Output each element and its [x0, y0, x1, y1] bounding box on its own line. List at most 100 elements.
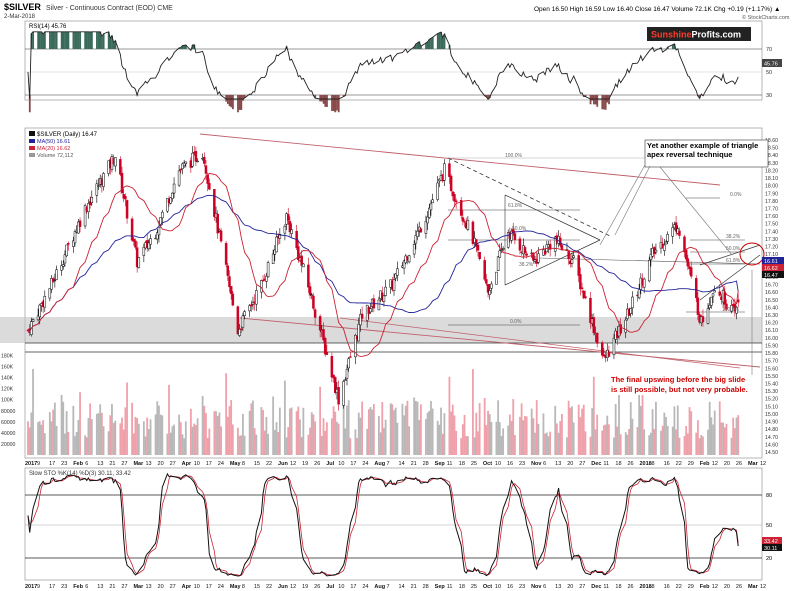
- time-axis-bottom: 2017 9 17 23 Feb 6 13 21 27 Mar 13 20 27 Apr 10 17 24 May…: [25, 584, 766, 590]
- volume-bar: [723, 427, 726, 455]
- time-axis-label: Feb: [700, 461, 710, 467]
- volume-bar: [697, 420, 699, 455]
- volume-bar: [606, 415, 609, 455]
- candle-body: [60, 265, 63, 271]
- time-axis-label: 17: [49, 461, 55, 467]
- stoch-k-tag: 30.11: [764, 546, 777, 552]
- candle-body: [90, 196, 94, 203]
- volume-bar: [231, 424, 234, 455]
- ma20-tag: 16.62: [764, 266, 778, 272]
- candle-body: [345, 368, 349, 379]
- time-axis-label: 10: [194, 461, 200, 467]
- price-tick: 14.90: [765, 420, 778, 426]
- time-axis-label: 20: [567, 584, 573, 590]
- candle-body: [38, 304, 42, 318]
- volume-bar: [660, 430, 662, 455]
- rsi-oversold-fill: [584, 95, 587, 97]
- volume-bar: [419, 404, 422, 455]
- candle-body: [663, 244, 666, 251]
- candle-body: [224, 243, 228, 265]
- rsi-overbought-fill: [114, 40, 117, 49]
- volume-bar: [500, 435, 503, 455]
- symbol-label: $SILVER: [4, 2, 41, 12]
- volume-bar: [418, 420, 421, 455]
- time-axis-label: 2018: [640, 461, 652, 467]
- triangle-lower: [504, 239, 601, 286]
- volume-bar: [463, 414, 466, 455]
- time-axis-label: Aug: [374, 461, 385, 467]
- rsi-oversold-fill: [608, 95, 610, 105]
- candle-body: [206, 174, 209, 184]
- candle-body: [589, 297, 592, 324]
- fib-label: 38.2%: [726, 234, 741, 240]
- candle-body: [488, 290, 491, 295]
- rsi-oversold-fill: [336, 95, 338, 111]
- volume-bar: [90, 419, 93, 455]
- candle-body: [322, 329, 325, 341]
- volume-bar: [126, 382, 128, 455]
- candle-body: [97, 185, 100, 187]
- candle-body: [50, 278, 53, 290]
- volume-bar: [678, 437, 681, 455]
- volume-bar: [561, 413, 563, 455]
- candle-body: [307, 264, 310, 288]
- candle-body: [330, 356, 334, 378]
- candle-body: [523, 247, 527, 253]
- candle-body: [453, 194, 456, 202]
- time-axis-label: 26: [627, 461, 633, 467]
- time-axis-label: 11: [603, 461, 609, 467]
- time-axis-label: Apr: [182, 461, 192, 467]
- volume-bar: [545, 432, 548, 455]
- rsi-overbought-fill: [72, 31, 75, 49]
- time-axis-label: Mar: [133, 584, 144, 590]
- rsi-overbought-fill: [79, 31, 82, 49]
- volume-bar: [38, 421, 41, 455]
- volume-bar: [112, 422, 115, 455]
- volume-bar: [67, 431, 70, 455]
- lower-channel-line-2: [339, 317, 741, 369]
- volume-bar: [183, 438, 186, 455]
- volume-bar: [542, 413, 545, 455]
- candle-body: [436, 182, 439, 200]
- price-tick: 15.10: [765, 404, 778, 410]
- time-axis-label: Oct: [483, 584, 492, 590]
- rsi-oversold-fill: [337, 95, 340, 113]
- rsi-overbought-fill: [50, 31, 53, 49]
- time-axis-label: 15: [254, 584, 260, 590]
- volume-bar: [283, 380, 286, 455]
- volume-bar: [498, 422, 501, 455]
- candle-body: [735, 306, 738, 314]
- price-tick: 18.10: [765, 176, 778, 182]
- volume-bar: [460, 438, 463, 455]
- stoch-tick-50: 50: [766, 523, 772, 529]
- volume-bar: [156, 401, 159, 455]
- candle-body: [664, 241, 668, 245]
- volume-bar: [393, 410, 395, 455]
- ma50-line: [27, 194, 739, 333]
- volume-bar: [161, 415, 164, 455]
- candle-body: [718, 291, 721, 296]
- volume-bar: [592, 376, 595, 455]
- rsi-oversold-fill: [232, 95, 234, 110]
- candle-body: [53, 279, 57, 282]
- volume-tick: 100K: [1, 398, 14, 404]
- volume-bar: [238, 435, 241, 455]
- candle-body: [290, 229, 293, 234]
- volume-bar: [702, 436, 704, 455]
- volume-bar: [189, 408, 192, 455]
- rsi-overbought-fill: [111, 35, 113, 49]
- volume-bar: [710, 417, 713, 455]
- candle-body: [342, 381, 345, 406]
- volume-bar: [596, 414, 599, 455]
- rsi-overbought-fill: [436, 33, 439, 49]
- candle-body: [642, 278, 646, 288]
- candle-body: [428, 207, 431, 218]
- volume-bar: [216, 415, 219, 455]
- time-axis-label: 2017: [25, 461, 37, 467]
- rsi-oversold-fill: [334, 95, 337, 113]
- price-tick: 17.40: [765, 229, 778, 235]
- stoch-tick-80: 80: [766, 493, 772, 499]
- time-axis-label: 12: [712, 584, 718, 590]
- volume-bar: [495, 421, 498, 455]
